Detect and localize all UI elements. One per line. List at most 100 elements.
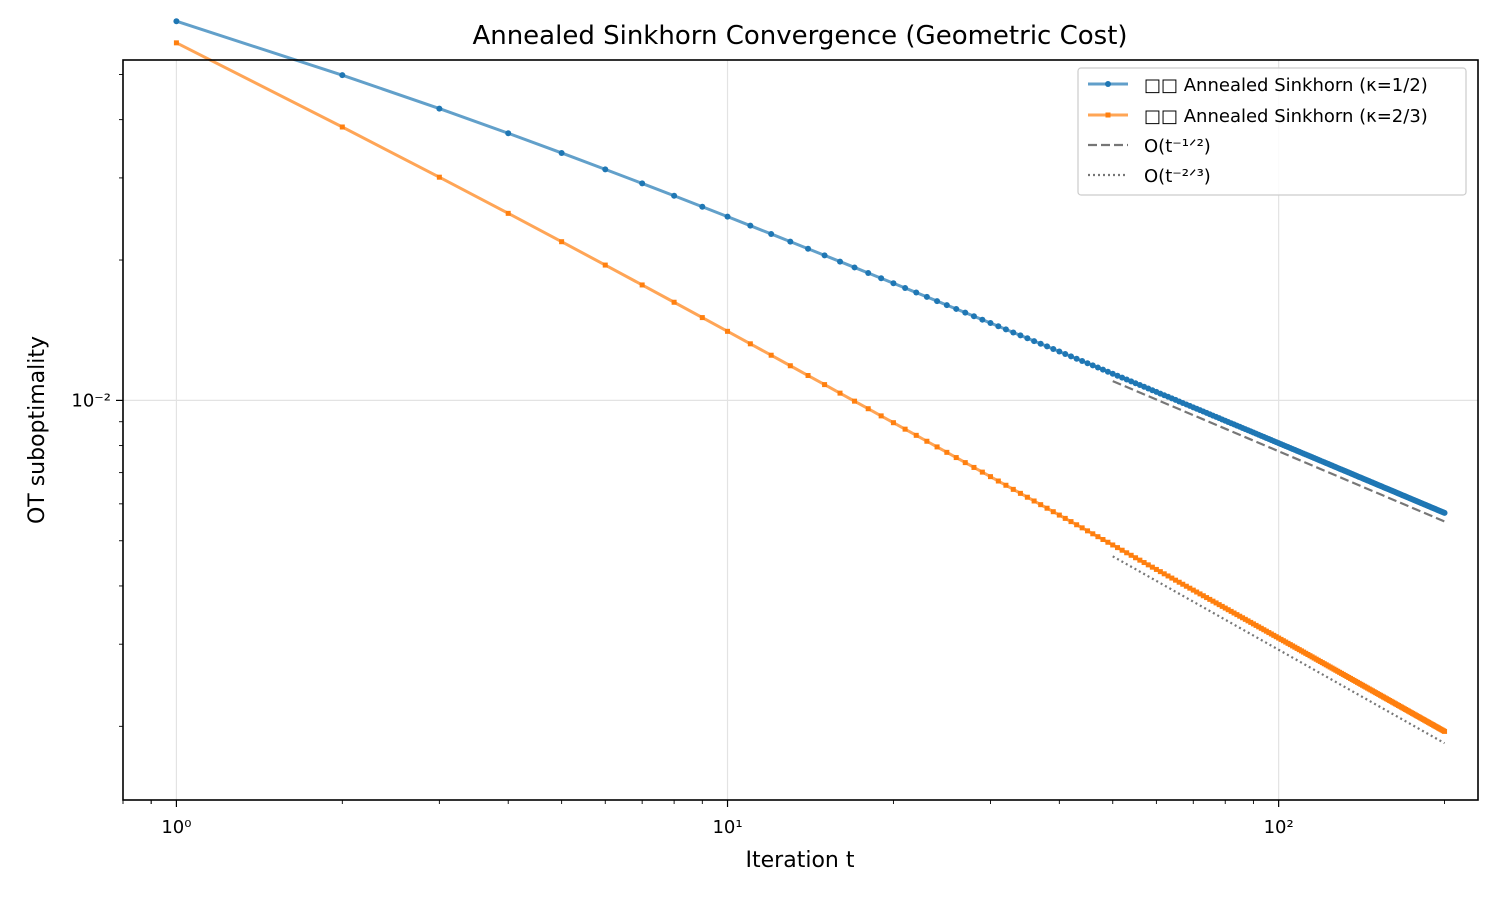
legend-label-kappa-two-thirds: □□ Annealed Sinkhorn (κ=2/3) bbox=[1144, 106, 1428, 127]
data-point-series-0 bbox=[962, 309, 969, 316]
data-point-series-1 bbox=[1250, 621, 1256, 627]
data-point-series-0 bbox=[979, 316, 986, 323]
data-point-series-0 bbox=[934, 298, 941, 305]
legend-box bbox=[1077, 67, 1467, 196]
data-point-series-1 bbox=[902, 426, 908, 432]
data-point-series-1 bbox=[1261, 627, 1267, 633]
data-point-series-1 bbox=[1105, 539, 1111, 545]
data-point-series-1 bbox=[987, 474, 993, 480]
data-point-series-1 bbox=[1085, 528, 1091, 534]
data-point-series-0 bbox=[995, 323, 1002, 330]
data-point-series-1 bbox=[1095, 534, 1101, 540]
data-point-series-1 bbox=[1074, 522, 1080, 528]
data-point-series-1 bbox=[1180, 581, 1186, 587]
data-point-series-1 bbox=[1173, 577, 1179, 583]
legend-label-ref-half: O(t⁻¹ᐟ²) bbox=[1144, 136, 1211, 157]
data-point-series-0 bbox=[699, 203, 706, 210]
data-point-series-1 bbox=[639, 282, 645, 288]
data-point-series-0 bbox=[851, 264, 858, 271]
legend-label-ref-two-thirds: O(t⁻²ᐟ³) bbox=[1144, 166, 1211, 187]
data-point-series-0 bbox=[1017, 332, 1024, 339]
data-point-series-1 bbox=[1161, 571, 1167, 577]
data-point-series-1 bbox=[878, 413, 884, 419]
data-point-series-1 bbox=[1137, 557, 1143, 563]
data-point-series-1 bbox=[1145, 562, 1151, 568]
data-point-series-0 bbox=[865, 269, 872, 276]
data-point-series-0 bbox=[558, 149, 565, 156]
data-point-series-1 bbox=[1017, 490, 1023, 496]
data-point-series-1 bbox=[1183, 583, 1189, 589]
data-point-series-0 bbox=[1094, 364, 1101, 371]
data-point-series-1 bbox=[1200, 593, 1206, 599]
data-point-series-1 bbox=[1149, 564, 1155, 570]
data-point-series-1 bbox=[995, 478, 1001, 484]
data-point-series-0 bbox=[436, 105, 443, 112]
data-point-series-0 bbox=[913, 289, 920, 296]
y-axis-label: OT suboptimality bbox=[25, 336, 50, 524]
data-point-series-1 bbox=[1024, 494, 1030, 500]
data-point-series-0 bbox=[768, 230, 775, 237]
data-point-series-1 bbox=[1153, 566, 1159, 572]
data-point-series-1 bbox=[1240, 615, 1246, 621]
data-point-series-1 bbox=[1442, 728, 1448, 734]
data-point-series-0 bbox=[1099, 366, 1106, 373]
data-point-series-1 bbox=[1194, 589, 1200, 595]
legend-marker-kappa-two-thirds bbox=[1105, 112, 1111, 118]
data-point-series-0 bbox=[1109, 370, 1116, 377]
data-point-series-0 bbox=[505, 130, 512, 137]
data-point-series-1 bbox=[1204, 595, 1210, 601]
data-point-series-0 bbox=[1079, 357, 1086, 364]
data-point-series-1 bbox=[822, 382, 828, 388]
data-point-series-0 bbox=[339, 72, 346, 79]
data-point-series-1 bbox=[602, 262, 608, 268]
data-point-series-1 bbox=[1225, 607, 1231, 613]
data-point-series-1 bbox=[1231, 610, 1237, 616]
data-point-series-1 bbox=[747, 341, 753, 347]
data-point-series-0 bbox=[1050, 346, 1057, 352]
data-point-series-1 bbox=[1216, 602, 1222, 608]
data-point-series-1 bbox=[979, 469, 985, 475]
data-point-series-1 bbox=[505, 210, 511, 216]
data-point-series-0 bbox=[1441, 509, 1448, 516]
data-point-series-1 bbox=[1068, 519, 1074, 525]
data-point-series-1 bbox=[1237, 613, 1243, 619]
data-point-series-1 bbox=[1176, 579, 1182, 585]
data-point-series-1 bbox=[1228, 608, 1234, 614]
data-point-series-1 bbox=[1056, 512, 1062, 518]
data-point-series-1 bbox=[1248, 619, 1254, 625]
data-point-series-0 bbox=[1104, 368, 1111, 375]
data-point-series-0 bbox=[1119, 374, 1126, 381]
data-point-series-1 bbox=[1222, 605, 1228, 611]
data-point-series-1 bbox=[1114, 545, 1120, 551]
data-point-series-1 bbox=[1038, 502, 1044, 508]
data-point-series-0 bbox=[1010, 329, 1017, 336]
data-point-series-1 bbox=[890, 420, 896, 426]
data-point-series-0 bbox=[923, 293, 930, 300]
data-point-series-1 bbox=[725, 328, 731, 334]
series-line-2 bbox=[1112, 380, 1445, 523]
data-point-series-1 bbox=[1165, 573, 1171, 579]
data-point-series-1 bbox=[436, 174, 442, 180]
data-point-series-0 bbox=[671, 192, 678, 199]
x-axis-label: Iteration t bbox=[746, 848, 855, 873]
data-point-series-0 bbox=[1084, 360, 1091, 367]
data-point-series-0 bbox=[1114, 372, 1121, 379]
plot-area bbox=[173, 18, 1448, 745]
data-point-series-1 bbox=[1044, 505, 1050, 511]
data-point-series-0 bbox=[639, 180, 646, 187]
data-point-series-1 bbox=[1090, 531, 1096, 537]
data-point-series-1 bbox=[1190, 587, 1196, 593]
data-point-series-1 bbox=[1234, 612, 1240, 618]
data-point-series-0 bbox=[1073, 355, 1080, 362]
data-point-series-1 bbox=[1003, 482, 1009, 488]
data-point-series-0 bbox=[1002, 326, 1009, 333]
data-point-series-1 bbox=[1110, 542, 1116, 548]
x-tick-label: 10¹ bbox=[712, 817, 742, 838]
data-point-series-0 bbox=[878, 275, 885, 282]
data-point-series-1 bbox=[173, 40, 179, 46]
data-point-series-1 bbox=[671, 299, 677, 305]
x-tick-label: 10² bbox=[1264, 817, 1294, 838]
data-point-series-0 bbox=[805, 245, 812, 252]
